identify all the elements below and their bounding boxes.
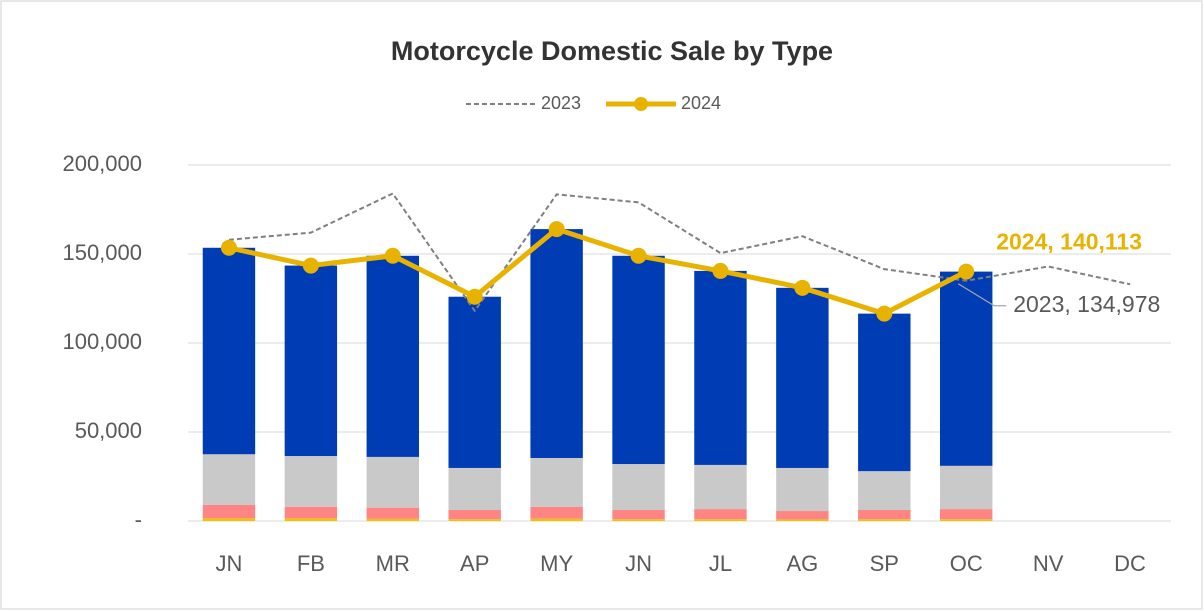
bar-segment [530, 506, 583, 519]
bar-segment [202, 518, 256, 521]
line-marker [302, 257, 319, 274]
line-series [228, 226, 968, 317]
label-leader [957, 283, 1007, 307]
bar-segment [366, 507, 420, 519]
line-marker [548, 221, 565, 238]
x-tick-label: FB [297, 551, 325, 576]
bar-segment [694, 464, 747, 510]
x-tick-label: MY [540, 551, 573, 576]
x-tick-label: NV [1033, 551, 1064, 576]
bar-segment [858, 471, 911, 510]
bar-segment [939, 465, 993, 510]
bar-segment [530, 229, 583, 458]
bar-segment [939, 271, 993, 466]
x-tick-label: OC [950, 551, 983, 576]
bar-segment [776, 511, 829, 520]
y-tick-label: - [135, 507, 142, 532]
y-tick-label: 100,000 [62, 329, 142, 354]
x-tick-label: JN [216, 551, 243, 576]
bar-segment [858, 313, 911, 472]
line-marker [630, 247, 647, 264]
bar-segment [366, 518, 420, 521]
data-label: 2023, 134,978 [1013, 291, 1160, 317]
x-tick-label: SP [870, 551, 899, 576]
bar-segment [284, 518, 338, 521]
x-tick-label: JN [625, 551, 652, 576]
bar-segment [284, 265, 338, 457]
bar-segment [202, 247, 256, 455]
x-tick-label: AG [786, 551, 818, 576]
data-label: 2024, 140,113 [996, 229, 1142, 255]
bar-segment [284, 456, 338, 507]
legend-label: 2024 [681, 93, 721, 113]
line-marker [794, 279, 811, 296]
bar-segment [448, 519, 501, 521]
x-tick-label: MR [376, 551, 410, 576]
bar-segment [939, 519, 993, 521]
line-marker [466, 288, 483, 305]
bar-segment [776, 287, 829, 468]
bar-segment [448, 509, 501, 520]
line-series [228, 192, 1131, 312]
chart-title: Motorcycle Domestic Sale by Type [391, 36, 833, 66]
x-tick-label: JL [709, 551, 732, 576]
bar-segment [448, 296, 501, 468]
bar-segment [612, 464, 665, 510]
bar-segment [776, 467, 829, 512]
bar-segment [612, 519, 665, 521]
line-marker [712, 262, 729, 279]
bar-segment [858, 519, 911, 521]
bar-segment [694, 270, 747, 465]
bar-segment [284, 506, 338, 519]
y-tick-label: 200,000 [62, 151, 142, 176]
bar-segment [202, 504, 256, 519]
bar-segment [776, 519, 829, 521]
bar-segment [530, 457, 583, 507]
bar-segment [530, 518, 583, 521]
y-tick-label: 150,000 [62, 240, 142, 265]
line-marker [384, 247, 401, 264]
bar-segment [202, 454, 256, 505]
x-tick-label: AP [460, 551, 489, 576]
y-tick-label: 50,000 [75, 418, 142, 443]
line-marker [958, 263, 975, 280]
bar-segment [366, 456, 420, 508]
line-marker [220, 239, 237, 256]
bar-segment [366, 255, 420, 457]
bar-segment [612, 509, 665, 520]
bar-segment [612, 255, 665, 465]
line-marker [876, 305, 893, 322]
legend-marker [634, 97, 648, 111]
x-tick-label: DC [1114, 551, 1146, 576]
bar-segment [858, 509, 911, 520]
legend-label: 2023 [541, 93, 581, 113]
bar-segment [694, 519, 747, 521]
bar-segment [694, 509, 747, 520]
bar-segment [448, 467, 501, 510]
bar-segment [939, 509, 993, 520]
